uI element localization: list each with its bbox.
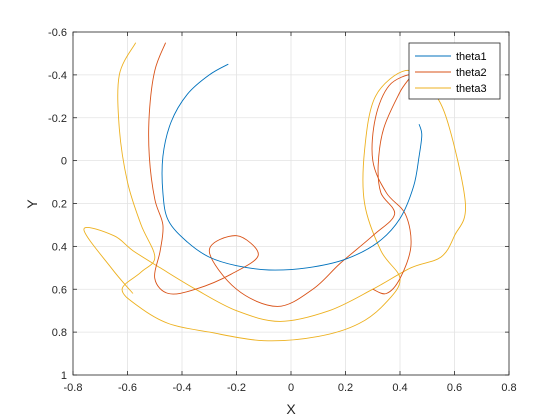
y-axis-label: Y (24, 199, 40, 209)
ticks: -0.8 -0.6 -0.4 -0.2 0 0.2 0.4 0.6 0.8 -0.6 -0.4 -0.… (48, 27, 517, 394)
series-line-theta1 (161, 63, 423, 271)
x-axis-label: X (286, 401, 296, 417)
y-tick-label: 0.6 (52, 284, 67, 296)
y-tick-label: 0.8 (52, 327, 67, 339)
y-tick-label: 0.2 (52, 199, 67, 211)
x-tick-label: 0.4 (392, 382, 407, 394)
series-line-theta2 (148, 42, 412, 307)
x-tick-label: 0.2 (338, 382, 353, 394)
x-tick-label: -0.8 (64, 382, 83, 394)
y-tick-label: 1 (61, 370, 67, 382)
x-tick-label: -0.6 (118, 382, 137, 394)
x-tick-label: 0 (288, 382, 294, 394)
legend-label-theta3: theta3 (456, 83, 487, 95)
legend-label-theta1: theta1 (456, 51, 487, 63)
series-line-theta3 (83, 42, 466, 342)
legend: theta1 theta2 theta3 (408, 42, 501, 100)
y-tick-label: 0.4 (52, 241, 67, 253)
y-tick-label: -0.4 (48, 70, 67, 82)
y-tick-label: -0.6 (48, 27, 67, 39)
x-tick-label: -0.2 (227, 382, 246, 394)
legend-box (408, 42, 501, 100)
x-tick-label: 0.8 (501, 382, 516, 394)
series-layer (83, 42, 466, 342)
y-tick-label: 0 (61, 156, 67, 168)
legend-label-theta2: theta2 (456, 67, 487, 79)
y-tick-label: -0.2 (48, 113, 67, 125)
x-tick-label: 0.6 (447, 382, 462, 394)
x-tick-label: -0.4 (173, 382, 192, 394)
